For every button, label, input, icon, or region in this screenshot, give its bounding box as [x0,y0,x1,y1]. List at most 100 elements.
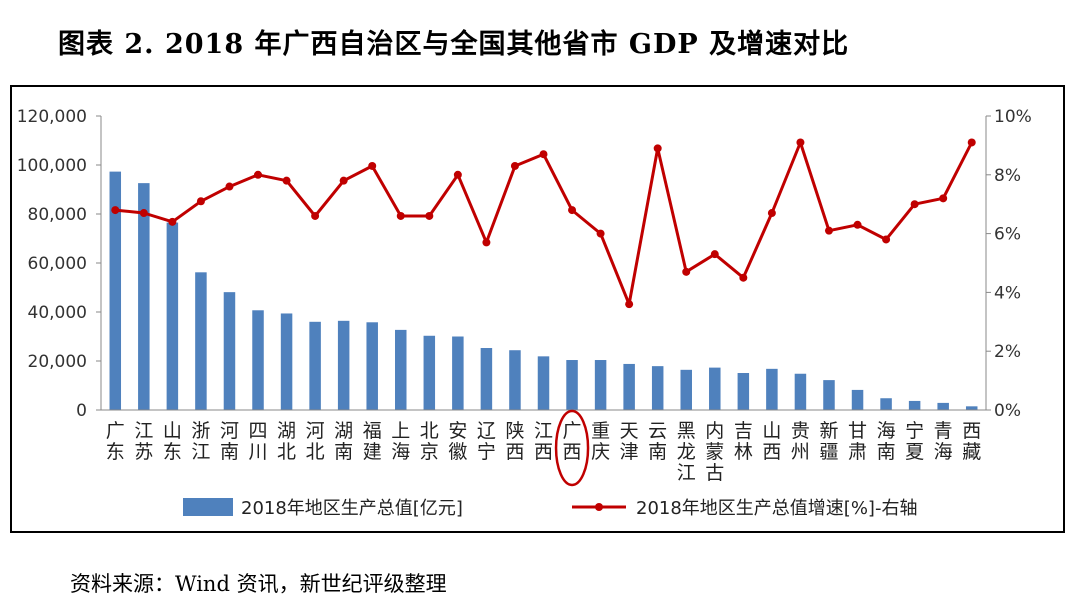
chart-frame [10,85,1065,533]
bar [623,363,635,410]
line-point [196,197,205,206]
line-point [625,300,634,309]
left-tick-label: 20,000 [28,352,87,372]
category-label: 吉林 [734,420,753,463]
line-point [510,161,519,170]
right-tick-label: 4% [994,283,1021,303]
line-point [425,211,434,220]
bar [366,322,378,410]
axes [100,116,987,411]
category-label: 湖南 [334,420,353,463]
category-label: 辽宁 [477,420,496,463]
growth-line [115,141,974,306]
category-label: 海南 [877,420,896,463]
bar [908,400,921,410]
line-series [111,138,976,309]
line-point [653,144,662,153]
line-point [710,250,719,259]
category-label: 江西 [534,420,553,463]
category-label: 江苏 [134,420,153,463]
right-tick-label: 2% [994,342,1021,362]
bar [509,350,521,410]
category-label: 浙江 [191,420,210,463]
category-label: 福建 [363,420,382,463]
category-label: 河南 [220,420,239,463]
highlight-ellipse [554,409,590,487]
line-point [254,170,263,179]
left-tick-label: 80,000 [28,205,87,225]
category-label: 云南 [648,420,667,463]
legend-line-marker [595,503,603,511]
bar [337,320,350,410]
line-point [539,150,548,159]
bar [680,369,692,410]
category-label: 山西 [762,420,781,463]
line-point [739,273,748,282]
legend-bar-label: 2018年地区生产总值[亿元] [241,498,463,519]
category-label: 重庆 [591,420,610,463]
right-tick-label: 0% [994,401,1021,421]
bar [280,313,293,410]
line-point [939,194,948,203]
bar [823,380,835,410]
legend-line-label: 2018年地区生产总值增速[%]-右轴 [636,498,917,519]
category-label: 河北 [306,420,325,463]
line-point [796,138,805,147]
bar [537,356,550,410]
category-label: 青海 [934,420,953,463]
chart: 020,00040,00060,00080,000100,000120,000 … [17,107,1032,519]
bar [452,336,464,410]
line-point [767,209,776,218]
right-axis-ticks: 0% 2% 4% 6% 8% 10% [986,107,1032,421]
category-label: 上海 [391,420,410,463]
bar [109,171,122,410]
category-label: 山东 [163,420,182,463]
line-point [396,211,405,220]
line-point [910,200,919,209]
line-point [596,229,605,238]
bar [252,310,264,410]
highlight-layer [554,409,590,487]
line-point [225,182,234,191]
right-tick-label: 8% [994,166,1021,186]
category-label: 新疆 [819,420,838,463]
line-point [967,138,976,147]
category-label: 陕西 [505,420,524,463]
line-point [568,206,577,215]
bar [480,348,493,410]
right-tick-label: 10% [994,107,1032,127]
bar [138,183,150,410]
category-label: 内蒙古 [705,420,724,484]
legend: 2018年地区生产总值[亿元] 2018年地区生产总值增速[%]-右轴 [183,498,917,519]
line-point [853,220,862,229]
category-label: 西藏 [962,420,981,463]
left-tick-label: 120,000 [17,107,87,127]
line-point [882,235,891,244]
category-label: 贵州 [791,420,810,463]
category-label: 安徽 [448,420,467,463]
bar [709,367,721,410]
bar [737,373,750,410]
bar [223,292,236,410]
line-point [139,209,148,218]
line-point [339,176,348,185]
legend-bar-swatch [183,498,233,516]
bar [166,222,179,410]
bar [851,389,864,410]
category-label: 湖北 [277,420,296,463]
bar [423,335,436,410]
category-label: 宁夏 [905,420,924,463]
category-label: 甘肃 [848,420,867,463]
left-tick-label: 0 [76,401,87,421]
left-axis-ticks: 0 20,000 40,000 60,000 80,000 100,000 120,000 [17,107,101,421]
line-point [168,217,177,226]
bar [594,360,607,410]
bar [651,366,664,410]
bar [395,329,407,410]
line-point [111,206,120,215]
category-label: 广东 [106,420,125,463]
bar [880,398,892,410]
line-point [368,161,377,170]
category-label: 广西 [563,420,582,463]
bar [766,368,778,410]
